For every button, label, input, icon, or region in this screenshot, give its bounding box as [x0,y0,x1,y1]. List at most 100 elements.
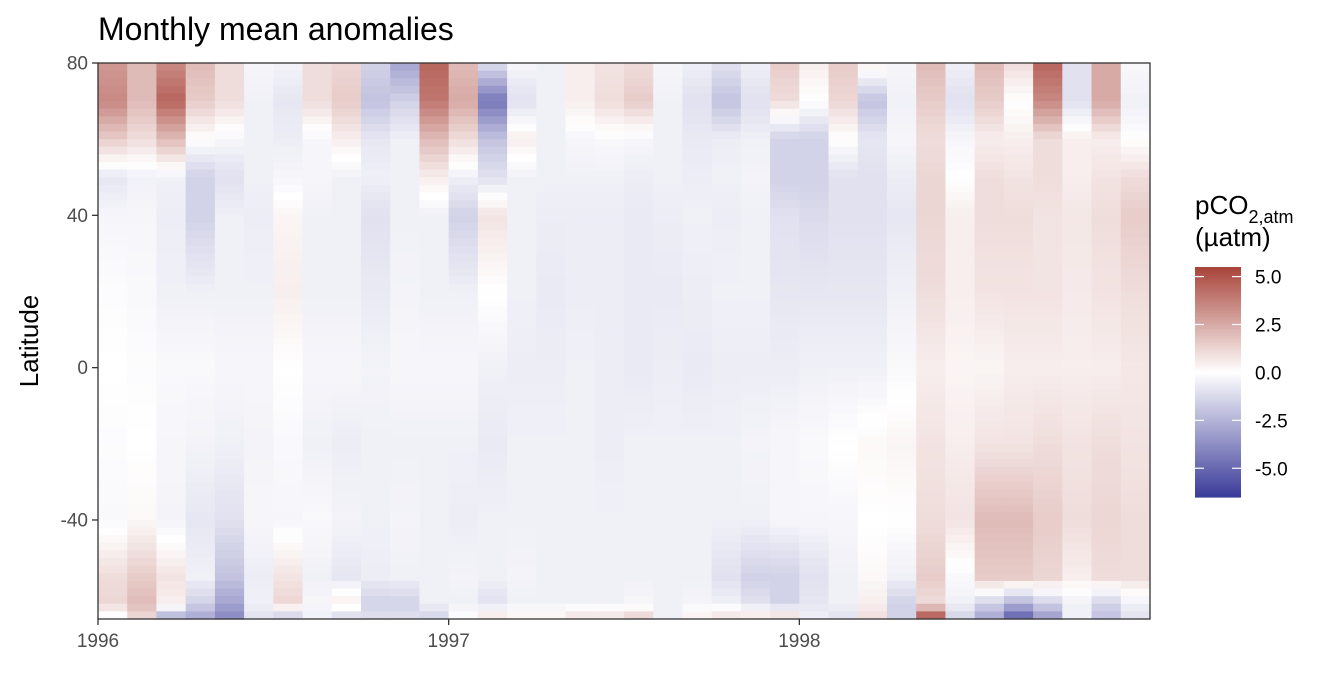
heatmap-cell [448,611,479,620]
heatmap-cell [624,390,654,399]
heatmap-cell [1120,504,1151,513]
heatmap-cell [302,443,333,453]
heatmap-cell [711,420,742,430]
heatmap-cell [594,489,625,498]
heatmap-cell [302,375,333,384]
heatmap-cell [653,542,684,552]
heatmap-cell [361,580,391,590]
heatmap-cell [390,375,421,384]
colorbar-segment [1195,347,1241,351]
heatmap-cell [98,177,128,186]
heatmap-cell [361,70,391,79]
colorbar-segment [1195,483,1241,487]
heatmap-cell [98,192,128,201]
heatmap-cell [1003,550,1034,559]
heatmap-cell [331,367,362,376]
heatmap-cell [507,162,537,171]
heatmap-cell [1033,405,1063,414]
legend-tick-label: 2.5 [1255,316,1281,337]
heatmap-cell [624,428,654,437]
heatmap-cell [711,306,742,315]
heatmap-cell [390,321,421,331]
heatmap-cell [390,238,421,247]
heatmap-cell [536,360,567,369]
heatmap-cell [682,85,713,95]
heatmap-cell [653,466,684,475]
heatmap-cell [273,253,304,262]
heatmap-cell [1062,306,1093,315]
heatmap-cell [594,360,625,369]
colorbar-segment [1195,326,1241,330]
heatmap-cell [740,276,771,285]
heatmap-cell [331,504,362,513]
heatmap-cell [390,481,421,491]
heatmap-cell [536,611,567,620]
heatmap-cell [565,116,596,125]
heatmap-cell [711,238,742,247]
heatmap-cell [127,207,158,216]
heatmap-cell [1003,436,1034,445]
heatmap-cell [273,177,304,186]
heatmap-cell [244,169,274,178]
heatmap-cell [185,268,216,277]
colorbar-segment [1195,322,1241,326]
heatmap-cell [419,436,450,445]
heatmap-cell [624,139,654,148]
heatmap-cell [185,512,216,521]
heatmap-cell [799,146,830,155]
colorbar-segment [1195,377,1241,381]
heatmap-cell [1062,573,1093,582]
colorbar-segment [1195,437,1241,441]
heatmap-cell [302,481,333,491]
heatmap-cell [1120,123,1151,133]
heatmap-cell [448,588,479,597]
heatmap-cell [419,474,450,483]
heatmap-cell [127,382,158,392]
heatmap-cell [916,200,947,209]
heatmap-cell [214,169,245,178]
heatmap-cell [419,291,450,300]
heatmap-cell [390,337,421,346]
heatmap-cell [390,573,421,582]
heatmap-cell [419,169,450,178]
heatmap-cell [857,192,888,201]
heatmap-cell [770,162,800,171]
heatmap-cell [302,321,333,331]
heatmap-cell [799,527,830,536]
heatmap-cell [185,169,216,178]
heatmap-cell [887,321,917,331]
heatmap-cell [419,596,450,605]
heatmap-cell [1062,390,1093,399]
heatmap-cell [477,291,508,300]
heatmap-cell [916,588,947,597]
heatmap-cell [156,428,187,437]
heatmap-cell [1033,565,1063,574]
heatmap-cell [711,443,742,453]
heatmap-cell [273,108,304,117]
heatmap-cell [273,611,304,620]
heatmap-cell [887,337,917,346]
heatmap-cell [244,162,274,171]
heatmap-cell [682,436,713,445]
heatmap-cell [1091,382,1122,392]
heatmap-cell [770,611,800,620]
heatmap-cell [448,169,479,178]
heatmap-cell [974,596,1005,605]
heatmap-cell [565,512,596,521]
heatmap-cell [1033,306,1063,315]
heatmap-cell [1003,85,1034,95]
heatmap-cell [1091,268,1122,277]
heatmap-cell [477,474,508,483]
heatmap-cell [419,329,450,338]
heatmap-cell [887,466,917,475]
heatmap-cell [244,177,274,186]
heatmap-cell [594,580,625,590]
heatmap-cell [390,314,421,323]
colorbar-segment [1195,294,1241,298]
heatmap-cell [1062,337,1093,346]
heatmap-cell [770,382,800,392]
heatmap-cell [740,78,771,87]
colorbar-segment [1195,432,1241,436]
heatmap-cell [624,497,654,506]
heatmap-cell [945,169,976,178]
